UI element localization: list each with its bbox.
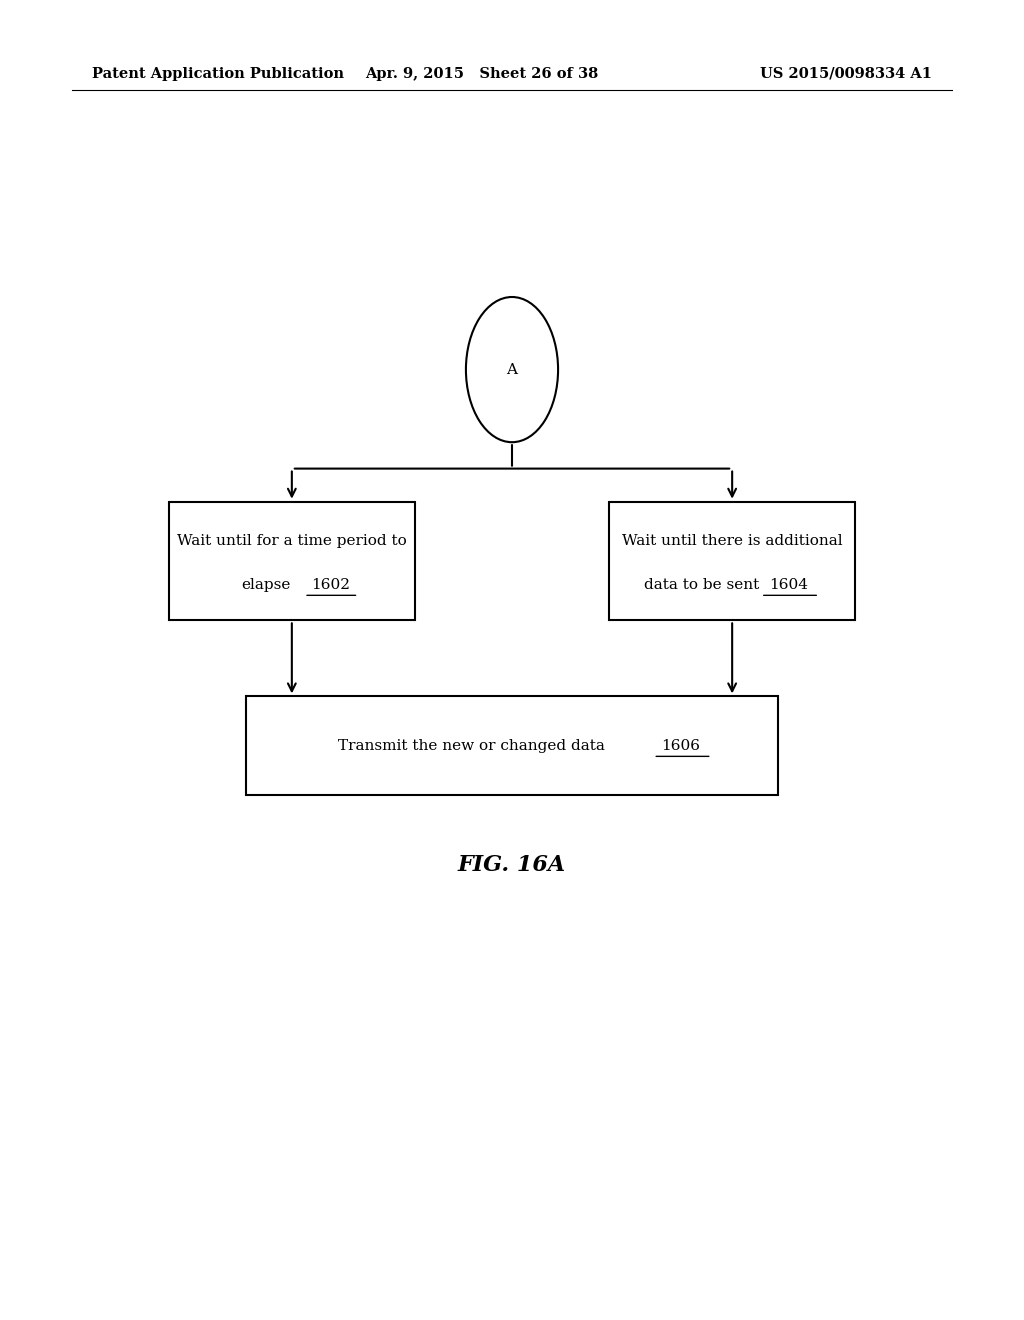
Text: 1604: 1604 bbox=[769, 578, 808, 591]
Text: A: A bbox=[507, 363, 517, 376]
Text: data to be sent: data to be sent bbox=[644, 578, 759, 591]
Text: Apr. 9, 2015   Sheet 26 of 38: Apr. 9, 2015 Sheet 26 of 38 bbox=[365, 67, 598, 81]
Text: US 2015/0098334 A1: US 2015/0098334 A1 bbox=[760, 67, 932, 81]
Ellipse shape bbox=[466, 297, 558, 442]
FancyBboxPatch shape bbox=[609, 502, 855, 620]
Text: Wait until there is additional: Wait until there is additional bbox=[622, 535, 843, 548]
Text: 1602: 1602 bbox=[311, 578, 350, 591]
Text: Patent Application Publication: Patent Application Publication bbox=[92, 67, 344, 81]
Text: Wait until for a time period to: Wait until for a time period to bbox=[177, 535, 407, 548]
Text: elapse: elapse bbox=[242, 578, 291, 591]
Text: FIG. 16A: FIG. 16A bbox=[458, 854, 566, 875]
Text: 1606: 1606 bbox=[662, 739, 700, 752]
Text: Transmit the new or changed data: Transmit the new or changed data bbox=[338, 739, 604, 752]
FancyBboxPatch shape bbox=[169, 502, 415, 620]
FancyBboxPatch shape bbox=[246, 697, 778, 795]
